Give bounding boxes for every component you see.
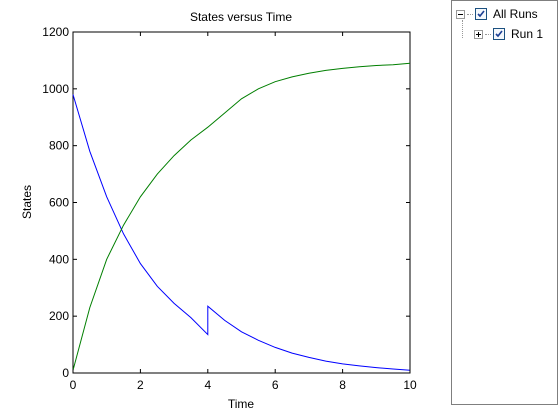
run-1-checkbox[interactable] bbox=[493, 28, 505, 40]
expand-icon[interactable] bbox=[474, 29, 483, 39]
all-runs-checkbox[interactable] bbox=[475, 8, 487, 20]
x-tick-label: 2 bbox=[137, 378, 144, 392]
x-tick-label: 4 bbox=[204, 378, 211, 392]
run-1-label: Run 1 bbox=[511, 27, 544, 41]
tree-node-run-1[interactable]: Run 1 bbox=[474, 26, 543, 42]
tree-branch-line bbox=[485, 33, 491, 35]
tree-connector bbox=[462, 20, 463, 38]
plot-area: 0 2 4 6 8 10 0 200 400 600 800 1000 1200 bbox=[42, 25, 417, 392]
checkmark-icon bbox=[495, 30, 503, 38]
y-tick-label: 400 bbox=[49, 252, 69, 266]
series-line-2 bbox=[72, 62, 411, 371]
series-line-1 bbox=[72, 94, 411, 371]
y-tick-label: 600 bbox=[49, 196, 69, 210]
collapse-icon[interactable] bbox=[456, 9, 465, 19]
y-tick-label: 800 bbox=[49, 139, 69, 153]
x-tick-label: 10 bbox=[403, 378, 417, 392]
run-tree-panel: All Runs Run 1 bbox=[451, 0, 558, 405]
x-tick-label: 8 bbox=[339, 378, 346, 392]
y-axis-label: States bbox=[20, 185, 34, 219]
tree-node-all-runs[interactable]: All Runs bbox=[456, 6, 538, 22]
chart: States versus Time 0 2 4 6 8 10 0 200 400 600 800 1… bbox=[20, 10, 417, 411]
x-tick-label: 6 bbox=[272, 378, 279, 392]
tree-branch-line bbox=[467, 13, 473, 15]
x-axis-label: Time bbox=[228, 397, 255, 411]
y-tick-label: 200 bbox=[49, 309, 69, 323]
x-tick-label: 0 bbox=[70, 378, 77, 392]
y-tick-label: 1000 bbox=[42, 82, 69, 96]
chart-title: States versus Time bbox=[190, 10, 292, 24]
plot-frame bbox=[72, 31, 411, 374]
y-tick-label: 0 bbox=[62, 366, 69, 380]
y-tick-label: 1200 bbox=[42, 25, 69, 39]
all-runs-label: All Runs bbox=[493, 7, 538, 21]
checkmark-icon bbox=[477, 10, 485, 18]
